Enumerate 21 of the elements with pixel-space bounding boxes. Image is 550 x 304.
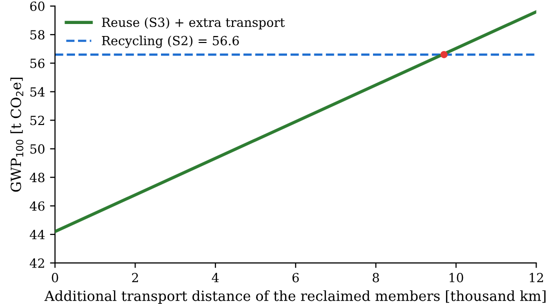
x-tick-label: 12 — [530, 272, 543, 282]
y-tick-label: 50 — [30, 144, 44, 154]
x-tick-label: 4 — [212, 272, 219, 282]
y-tick-label: 58 — [30, 30, 44, 40]
y-tick-label: 52 — [30, 116, 44, 126]
y-tick-label: 44 — [30, 230, 45, 240]
y-tick-label: 46 — [30, 201, 44, 211]
y-tick-label: 56 — [30, 58, 44, 68]
y-tick-label: 54 — [30, 87, 45, 97]
legend-label: Reuse (S3) + extra transport — [102, 17, 285, 30]
y-axis-title: GWP$_{100}$ [t CO$_{2}$e] — [10, 78, 24, 192]
x-tick-label: 2 — [132, 272, 138, 282]
x-tick-label: 8 — [372, 272, 379, 282]
x-tick-label: 10 — [450, 272, 464, 282]
y-tick-label: 60 — [30, 2, 44, 12]
y-tick-label: 42 — [30, 258, 44, 268]
x-tick-label: 0 — [52, 272, 58, 282]
x-axis-title: Additional transport distance of the reclaimed members [thousand km] — [44, 290, 546, 304]
x-tick-label: 6 — [292, 272, 299, 282]
y-tick-label: 48 — [30, 172, 44, 182]
legend-label: Recycling (S2) = 56.6 — [102, 36, 239, 48]
